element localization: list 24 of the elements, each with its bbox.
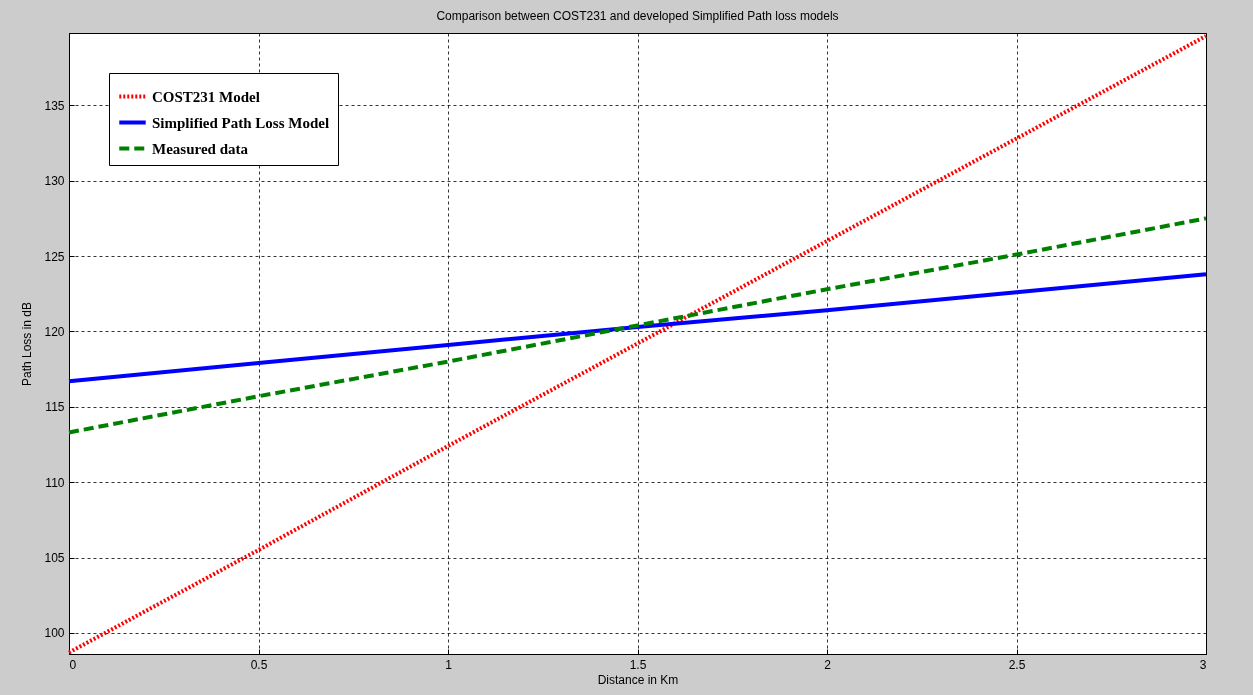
x-tick-label: 3 xyxy=(1199,657,1207,672)
line-series xyxy=(67,216,1208,435)
chart-title: Comparison between COST231 and developed Simplified Path loss models xyxy=(436,9,839,23)
line-series xyxy=(67,272,1208,384)
y-axis-title: Path Loss in dB xyxy=(20,301,35,387)
y-tick-label: 115 xyxy=(45,400,65,415)
x-tick-label: 2.5 xyxy=(1008,657,1026,672)
legend-label: Measured data xyxy=(152,140,249,157)
x-tick-label: 0.5 xyxy=(250,657,268,672)
y-tick-label: 130 xyxy=(44,174,65,189)
line-series xyxy=(67,34,1208,655)
y-tick-label: 110 xyxy=(45,475,65,490)
x-tick-label: 1.5 xyxy=(629,657,647,672)
y-tick-label: 120 xyxy=(44,324,65,339)
y-tick-label: 100 xyxy=(44,626,65,641)
x-tick-label: 0 xyxy=(69,657,77,672)
legend-label: Simplified Path Loss Model xyxy=(152,114,330,131)
x-tick-label: 2 xyxy=(824,657,832,672)
x-tick-label: 1 xyxy=(445,657,453,672)
legend-label: COST231 Model xyxy=(152,88,260,105)
y-tick-label: 105 xyxy=(44,551,65,566)
y-tick-label: 135 xyxy=(44,98,65,113)
y-tick-label: 125 xyxy=(44,249,65,264)
x-axis-title: Distance in Km xyxy=(597,672,679,687)
